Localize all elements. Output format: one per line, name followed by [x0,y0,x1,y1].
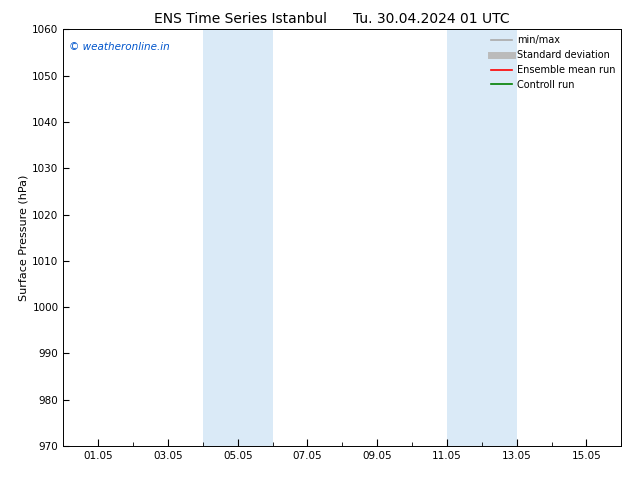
Legend: min/max, Standard deviation, Ensemble mean run, Controll run: min/max, Standard deviation, Ensemble me… [487,31,619,94]
Y-axis label: Surface Pressure (hPa): Surface Pressure (hPa) [18,174,28,301]
Text: © weatheronline.in: © weatheronline.in [69,42,170,52]
Text: Tu. 30.04.2024 01 UTC: Tu. 30.04.2024 01 UTC [353,12,510,26]
Bar [203,29,273,446]
Bar [447,29,517,446]
Text: ENS Time Series Istanbul: ENS Time Series Istanbul [155,12,327,26]
